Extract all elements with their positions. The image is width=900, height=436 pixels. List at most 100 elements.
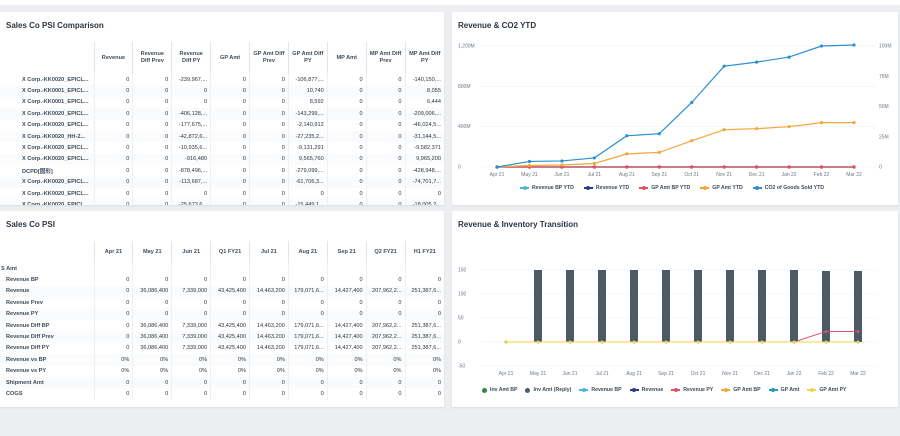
column-header-apr-21[interactable]: Apr 21 xyxy=(93,241,133,263)
legend-swatch-icon xyxy=(752,185,762,190)
column-header-jul-21[interactable]: Jul 21 xyxy=(249,241,289,263)
legend-item-revenue-bp-ytd[interactable]: Revenue BP YTD xyxy=(520,185,574,191)
table-cell: 0 xyxy=(249,176,289,188)
legend-item-gp-amt-bp[interactable]: GP Amt BP xyxy=(721,387,761,393)
legend-item-inv-amt-bp[interactable]: Inv Amt BP xyxy=(482,387,517,393)
table-cell: 0 xyxy=(326,130,367,143)
table-row[interactable]: X Corp.-KK0020_EPICL... 0 0 -406,128,... 0 0-… xyxy=(0,108,444,120)
column-header-aug-21[interactable]: Aug 21 xyxy=(287,241,328,263)
table-row[interactable]: Revenue Prev 0 0 0 0 0 0 0 0 0 xyxy=(0,297,444,309)
column-header-revenue-diff-prev[interactable]: Revenue Diff Prev xyxy=(132,42,172,74)
data-point xyxy=(856,340,860,344)
column-header-h1-fy21[interactable]: H1 FY21 xyxy=(404,241,444,263)
legend-label: GP Amt PY xyxy=(819,387,847,393)
table-row[interactable]: Revenue Diff PY 0 36,086,400 7,339,000 43,42… xyxy=(0,342,444,355)
column-header-sep-21[interactable]: Sep 21 xyxy=(326,241,367,263)
data-point xyxy=(690,139,694,143)
table-row[interactable]: Revenue vs PY 0% 0% 0% 0% 0% 0% 0% 0% 0% xyxy=(0,365,444,377)
legend-item-gp-amt-ytd[interactable]: GP Amt YTD xyxy=(700,185,743,191)
legend-item-inv-amt-reply[interactable]: Inv Amt (Reply) xyxy=(525,387,571,393)
data-point xyxy=(560,163,564,167)
table-cell: 36,086,400 xyxy=(132,319,172,332)
table-row[interactable]: Revenue vs BP 0% 0% 0% 0% 0% 0% 0% 0% 0% xyxy=(0,354,444,366)
legend-item-gp-amt-bp-ytd[interactable]: GP Amt BP YTD xyxy=(639,185,690,191)
column-header-q2-fy21[interactable]: Q2 FY21 xyxy=(365,241,406,263)
table-cell: 0% xyxy=(132,354,172,366)
table-cell: 0 xyxy=(326,199,367,205)
legend-item-gp-amt-py[interactable]: GP Amt PY xyxy=(807,387,847,393)
legend-item-co2-of-goods-sold-ytd[interactable]: CO2 of Goods Sold YTD xyxy=(752,185,824,191)
column-header-gp-amt-diff-prev[interactable]: GP Amt Diff Prev xyxy=(249,42,289,74)
table-cell: 179,071,6... xyxy=(287,342,328,355)
table-row[interactable]: X Corp.-KK0020_EPICL... 0 0 -10,935,6... 0 0-… xyxy=(0,142,444,154)
column-header-jun-21[interactable]: Jun 21 xyxy=(171,241,211,263)
table-cell: 0 xyxy=(171,376,211,389)
series-line-revenue-py xyxy=(506,330,858,343)
legend-swatch-icon xyxy=(583,185,593,190)
table-row[interactable]: DCPD[固形] 0 0 -878,496,... 0 0 -279,099,... 0 0 -4… xyxy=(0,165,444,177)
column-header-gp-amt-diff-py[interactable]: GP Amt Diff PY xyxy=(287,42,328,74)
bar-inv-amt-reply xyxy=(822,270,830,342)
table-row[interactable]: Revenue Diff Prev 0 36,086,400 7,339,000 43,… xyxy=(0,331,444,343)
legend-item-gp-amt[interactable]: GP Amt xyxy=(768,387,799,393)
column-header-gp-amt[interactable]: GP Amt xyxy=(210,42,250,74)
legend-item-revenue[interactable]: Revenue xyxy=(629,387,663,393)
table-row[interactable]: X Corp.-KK0020_HH-2... 0 0 -42,872,6... 0 0 -2… xyxy=(0,130,444,143)
column-header-may-21[interactable]: May 21 xyxy=(132,241,172,263)
column-header-mp-amt[interactable]: MP Amt xyxy=(326,42,367,74)
table-cell: 0% xyxy=(171,354,211,366)
x-tick-label: Nov 21 xyxy=(716,172,732,178)
table-cell: 251,387,6... xyxy=(404,331,444,343)
table-cell: 0 xyxy=(249,153,289,166)
x-tick-label: Aug 21 xyxy=(619,172,635,178)
y-tick-label: 50 xyxy=(458,316,464,322)
table-cell: 10,740 xyxy=(287,85,328,97)
table-row[interactable]: X Corp.-KK0001_EPICL... 0 0 0 0 0 8,592 0 0 6,444 xyxy=(0,96,444,109)
column-header-q1-fy21[interactable]: Q1 FY21 xyxy=(210,241,250,263)
data-point xyxy=(657,165,661,169)
table-row[interactable]: X Corp.-KK0020_EPICL... 0 0 0 0 0 0 0 0 0 xyxy=(0,187,444,200)
table-cell: 0 xyxy=(132,142,172,154)
table-row[interactable]: Revenue 0 36,086,400 7,339,000 43,425,400 14,… xyxy=(0,285,444,298)
table-cell: -74,701,7... xyxy=(404,176,444,188)
legend-label: Revenue YTD xyxy=(595,185,630,191)
table-row[interactable]: X Corp.-KK0020_EPICL... 0 0 -113,687,... 0 0-… xyxy=(0,176,444,188)
column-header-mp-amt-diff-py[interactable]: MP Amt Diff PY xyxy=(404,42,444,74)
column-header-mp-amt-diff-prev[interactable]: MP Amt Diff Prev xyxy=(365,42,406,74)
table-row[interactable]: X Corp.-KK0020_EPICL... 0 0 -239,967,... 0 0-… xyxy=(0,74,444,86)
sales-psi-title: Sales Co PSI xyxy=(6,220,55,229)
table-row[interactable]: X Corp.-KK0020_EPICL... 0 0 -25,673,6... 0 0-… xyxy=(0,199,444,205)
legend-item-revenue-bp[interactable]: Revenue BP xyxy=(579,387,622,393)
table-row[interactable]: X Corp.-KK0020_EPICL... 0 0 -177,675,... 0 0-… xyxy=(0,119,444,131)
table-cell: 0 xyxy=(365,274,406,286)
x-tick-label: May 21 xyxy=(521,172,538,178)
data-point xyxy=(560,159,564,163)
table-cell: 0 xyxy=(132,119,172,131)
table-cell: 0 xyxy=(210,199,250,205)
table-cell: 0 xyxy=(132,176,172,188)
legend-item-revenue-py[interactable]: Revenue PY xyxy=(671,387,713,393)
table-cell: 0% xyxy=(249,365,289,377)
table-row[interactable]: Revenue PY 0 0 0 0 0 0 0 0 0 xyxy=(0,308,444,320)
data-point xyxy=(632,340,636,344)
table-cell: 0 xyxy=(210,153,250,166)
inventory-title: Revenue & Inventory Transition xyxy=(458,220,579,229)
data-point xyxy=(696,340,700,344)
table-cell: -113,687,... xyxy=(171,176,211,188)
table-cell: -25,673,6... xyxy=(171,199,211,205)
column-header-revenue-diff-py[interactable]: Revenue Diff PY xyxy=(171,42,211,74)
table-row[interactable]: Revenue Diff BP 0 36,086,400 7,339,000 43,42… xyxy=(0,319,444,332)
data-point xyxy=(760,340,764,344)
table-row[interactable]: X Corp.-KK0001_EPICL... 0 0 0 0 0 10,740 0 0 8,05… xyxy=(0,85,444,97)
table-cell: 0 xyxy=(132,308,172,320)
table-row[interactable]: Shipment Amt 0 0 0 0 0 0 0 0 0 xyxy=(0,376,444,389)
table-row[interactable]: COGS 0 0 0 0 0 0 0 0 0 xyxy=(0,388,444,400)
table-cell: -42,872,6... xyxy=(171,130,211,143)
table-row[interactable]: Revenue BP 0 0 0 0 0 0 0 0 0 xyxy=(0,274,444,286)
table-row[interactable]: X Corp.-KK0020_EPICL... 0 0 -916,480 0 0 9,565… xyxy=(0,153,444,166)
table-cell: 0 xyxy=(132,130,172,143)
row-label: X Corp.-KK0020_EPICL... xyxy=(22,76,89,83)
legend-item-revenue-ytd[interactable]: Revenue YTD xyxy=(583,185,630,191)
table-cell: 0% xyxy=(287,365,328,377)
column-header-revenue[interactable]: Revenue xyxy=(93,42,133,74)
